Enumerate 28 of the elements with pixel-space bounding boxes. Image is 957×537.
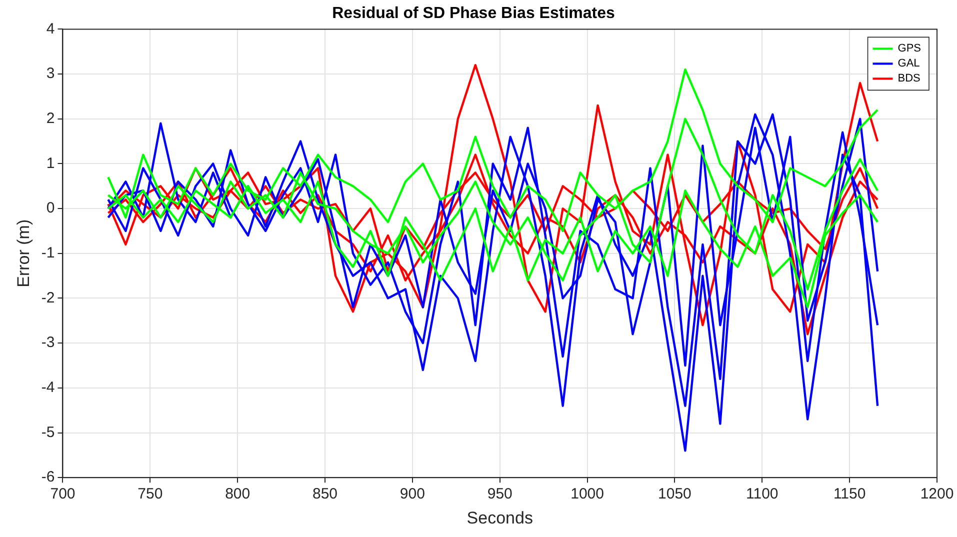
y-tick-label: 4	[46, 20, 55, 38]
y-tick-label: -4	[41, 379, 55, 396]
x-tick-label: 850	[312, 486, 338, 503]
x-tick-label: 1200	[920, 486, 954, 503]
y-tick-label: 0	[46, 200, 55, 217]
x-tick-label: 1000	[570, 486, 604, 503]
y-tick-label: 3	[46, 65, 55, 82]
legend-label: GAL	[898, 58, 920, 70]
legend-label: GPS	[898, 42, 922, 55]
chart-title: Residual of SD Phase Bias Estimates	[332, 5, 615, 22]
legend-label: BDS	[898, 72, 920, 85]
x-tick-label: 700	[50, 486, 76, 503]
y-tick-label: -6	[41, 468, 55, 486]
y-tick-label: -5	[41, 424, 55, 441]
x-tick-label: 950	[487, 486, 512, 503]
x-tick-label: 1050	[658, 486, 692, 503]
x-tick-label: 750	[138, 486, 163, 503]
x-tick-label: 1100	[746, 486, 778, 503]
y-tick-label: 2	[46, 110, 55, 128]
y-tick-label: -1	[41, 244, 55, 262]
y-tick-label: -2	[41, 289, 55, 306]
x-tick-label: 900	[400, 486, 425, 503]
y-tick-label: -3	[41, 334, 55, 352]
x-tick-label: 800	[225, 486, 250, 503]
x-axis-title: Seconds	[466, 508, 533, 528]
y-tick-label: 1	[46, 154, 55, 172]
y-axis-title: Error (m)	[14, 219, 33, 288]
x-tick-label: 1150	[833, 486, 866, 503]
